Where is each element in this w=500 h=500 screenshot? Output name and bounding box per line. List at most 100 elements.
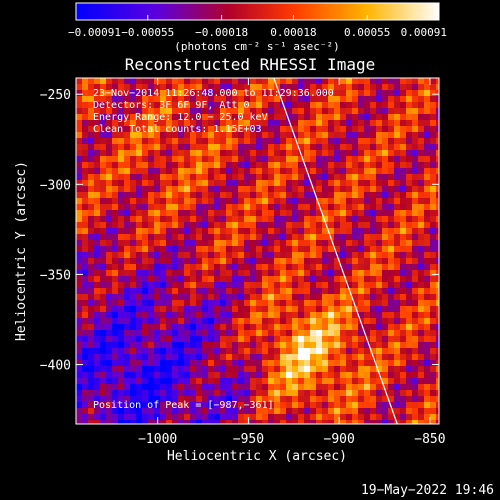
heatmap-cell	[244, 342, 251, 349]
heatmap-cell	[316, 216, 323, 223]
heatmap-cell	[310, 78, 317, 85]
heatmap-cell	[322, 240, 329, 247]
heatmap-cell	[136, 180, 143, 187]
heatmap-cell	[334, 78, 341, 85]
heatmap-cell	[280, 306, 287, 313]
heatmap-cell	[400, 144, 407, 151]
heatmap-cell	[286, 192, 293, 199]
heatmap-cell	[370, 186, 377, 193]
heatmap-cell	[262, 342, 269, 349]
heatmap-cell	[328, 342, 335, 349]
heatmap-cell	[148, 126, 155, 133]
heatmap-cell	[298, 294, 305, 301]
heatmap-cell	[322, 174, 329, 181]
heatmap-cell	[346, 330, 353, 337]
heatmap-cell	[262, 126, 269, 133]
heatmap-cell	[388, 240, 395, 247]
heatmap-cell	[280, 114, 287, 121]
heatmap-cell	[328, 252, 335, 259]
heatmap-cell	[388, 282, 395, 289]
heatmap-cell	[184, 342, 191, 349]
heatmap-cell	[244, 108, 251, 115]
heatmap-cell	[88, 114, 95, 121]
heatmap-cell	[304, 252, 311, 259]
heatmap-cell	[226, 324, 233, 331]
heatmap-cell	[256, 180, 263, 187]
heatmap-cell	[202, 348, 209, 355]
heatmap-cell	[118, 300, 125, 307]
heatmap-cell	[268, 270, 275, 277]
heatmap-cell	[76, 132, 83, 139]
heatmap-cell	[346, 282, 353, 289]
heatmap-cell	[262, 198, 269, 205]
heatmap-cell	[118, 114, 125, 121]
heatmap-cell	[394, 366, 401, 373]
heatmap-cell	[376, 156, 383, 163]
heatmap-cell	[304, 174, 311, 181]
heatmap-cell	[388, 222, 395, 229]
heatmap-cell	[106, 120, 113, 127]
heatmap-cell	[202, 84, 209, 91]
heatmap-cell	[220, 144, 227, 151]
heatmap-cell	[394, 306, 401, 313]
heatmap-cell	[136, 228, 143, 235]
heatmap-cell	[298, 180, 305, 187]
heatmap-cell	[172, 390, 179, 397]
heatmap-cell	[304, 258, 311, 265]
heatmap-cell	[406, 348, 413, 355]
heatmap-cell	[88, 420, 95, 424]
heatmap-cell	[256, 78, 263, 85]
heatmap-cell	[316, 108, 323, 115]
heatmap-cell	[208, 330, 215, 337]
heatmap-cell	[82, 102, 89, 109]
heatmap-cell	[364, 306, 371, 313]
heatmap-cell	[262, 324, 269, 331]
heatmap-cell	[298, 318, 305, 325]
heatmap-cell	[76, 252, 83, 259]
heatmap-cell	[208, 354, 215, 361]
heatmap-cell	[100, 342, 107, 349]
heatmap-cell	[214, 420, 221, 424]
heatmap-cell	[100, 264, 107, 271]
heatmap-cell	[250, 402, 257, 409]
heatmap-cell	[328, 96, 335, 103]
heatmap-cell	[82, 84, 89, 91]
heatmap-cell	[82, 318, 89, 325]
heatmap-cell	[238, 324, 245, 331]
heatmap-cell	[400, 318, 407, 325]
heatmap-cell	[220, 414, 227, 421]
heatmap-cell	[382, 378, 389, 385]
heatmap-cell	[406, 114, 413, 121]
heatmap-cell	[160, 132, 167, 139]
heatmap-cell	[220, 312, 227, 319]
heatmap-cell	[394, 324, 401, 331]
heatmap-cell	[160, 372, 167, 379]
heatmap-cell	[400, 414, 407, 421]
heatmap-cell	[358, 192, 365, 199]
heatmap-cell	[274, 210, 281, 217]
heatmap-cell	[304, 114, 311, 121]
heatmap-cell	[268, 150, 275, 157]
heatmap-cell	[106, 270, 113, 277]
heatmap-cell	[184, 264, 191, 271]
heatmap-cell	[292, 192, 299, 199]
heatmap-cell	[166, 396, 173, 403]
heatmap-cell	[256, 312, 263, 319]
heatmap-cell	[106, 240, 113, 247]
heatmap-cell	[190, 174, 197, 181]
heatmap-cell	[268, 96, 275, 103]
heatmap-cell	[328, 288, 335, 295]
heatmap-cell	[244, 90, 251, 97]
heatmap-cell	[226, 402, 233, 409]
heatmap-cell	[436, 288, 439, 295]
heatmap-cell	[298, 186, 305, 193]
heatmap-cell	[262, 354, 269, 361]
heatmap-cell	[82, 294, 89, 301]
heatmap-cell	[400, 210, 407, 217]
heatmap-cell	[370, 150, 377, 157]
y-axis-label: Heliocentric Y (arcsec)	[14, 161, 29, 341]
heatmap-cell	[94, 336, 101, 343]
heatmap-cell	[394, 372, 401, 379]
heatmap-cell	[184, 102, 191, 109]
heatmap-cell	[430, 282, 437, 289]
